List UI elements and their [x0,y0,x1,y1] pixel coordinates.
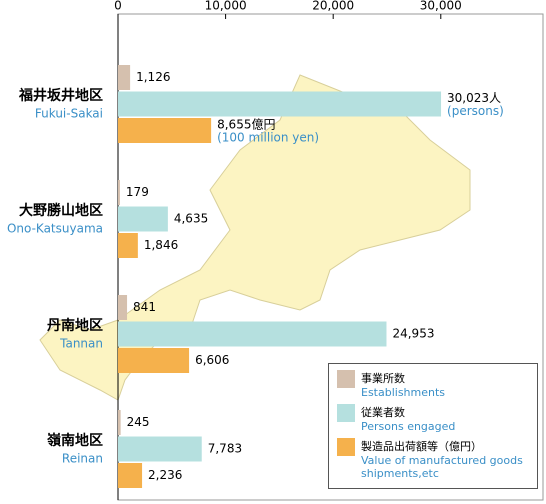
bar [118,410,121,435]
annotation: (persons) [447,104,504,118]
bar [118,348,190,373]
bar [118,65,131,90]
bar [118,436,202,462]
legend-text: 従業者数 Persons engaged [361,404,455,433]
legend-label: Establishments [361,386,446,399]
legend-text: 事業所数 Establishments [361,370,445,399]
value-label: 4,635 [174,212,208,226]
value-label: 2,236 [148,468,182,482]
bar [118,206,168,232]
bar [118,180,120,205]
legend-swatch [337,404,355,422]
annotation: (100 million yen) [217,131,319,145]
x-tick-label: 10,000 [205,0,247,13]
category-label-en: Tannan [59,337,103,351]
category-label: 大野勝山地区 [19,202,103,219]
bar [118,118,212,143]
legend-swatch [337,438,355,456]
category-label-en: Fukui-Sakai [35,107,103,121]
value-label: 8,655億円 [217,118,275,132]
legend-label: 事業所数 [361,372,405,385]
legend: 事業所数 Establishments 従業者数 Persons engaged 製造品… [328,363,538,489]
legend-item: 従業者数 Persons engaged [337,404,529,433]
x-tick-label: 20,000 [312,0,354,13]
bar [118,295,128,320]
bar [118,91,442,117]
value-label: 179 [126,185,149,199]
category-label: 丹南地区 [47,317,103,334]
value-label: 841 [133,300,156,314]
legend-label: 製造品出荷額等（億円） [361,440,482,453]
value-label: 1,126 [136,70,170,84]
legend-text: 製造品出荷額等（億円） Value of manufactured goods s… [361,438,529,480]
category-label-en: Reinan [62,452,103,466]
bar [118,233,138,258]
legend-label: 従業者数 [361,406,405,419]
legend-item: 事業所数 Establishments [337,370,529,399]
x-tick-label: 0 [114,0,122,13]
value-label: 30,023人 [447,91,501,105]
value-label: 24,953 [392,327,434,341]
category-label: 嶺南地区 [47,432,103,449]
category-label-en: Ono-Katsuyama [7,222,103,236]
legend-item: 製造品出荷額等（億円） Value of manufactured goods s… [337,438,529,480]
value-label: 7,783 [208,442,242,456]
legend-label: Persons engaged [361,420,456,433]
bar [118,321,387,347]
bar [118,463,143,488]
value-label: 245 [127,415,150,429]
value-label: 1,846 [144,238,178,252]
value-label: 6,606 [195,353,229,367]
legend-swatch [337,370,355,388]
category-label: 福井坂井地区 [18,87,103,104]
x-tick-label: 30,000 [420,0,462,13]
legend-label: Value of manufactured goods shipments,et… [361,454,523,480]
